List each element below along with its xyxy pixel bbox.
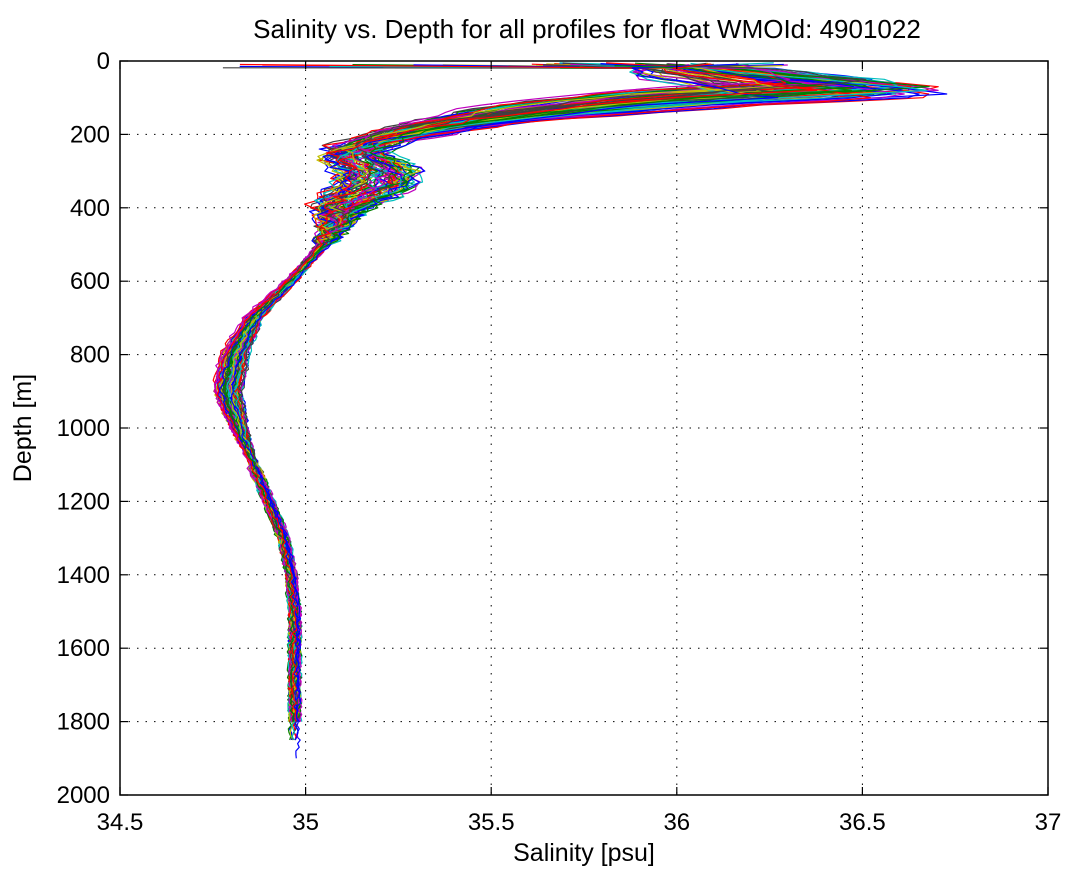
profile-line — [217, 64, 873, 759]
profile-line — [220, 64, 798, 722]
profile-line — [218, 65, 913, 722]
profile-line — [221, 67, 879, 722]
profile-line — [229, 66, 847, 741]
profile-line — [229, 67, 764, 722]
profile-line — [226, 63, 771, 722]
y-tick-label: 1800 — [57, 709, 110, 736]
profile-line — [230, 66, 798, 722]
profile-line — [235, 66, 930, 722]
y-tick-label: 2000 — [57, 782, 110, 809]
y-tick-label: 1200 — [57, 488, 110, 515]
profile-line — [237, 63, 867, 722]
profile-line — [222, 63, 823, 722]
y-tick-label: 200 — [70, 121, 110, 148]
profile-line — [217, 64, 853, 722]
profile-line — [213, 66, 854, 722]
profile-line — [226, 65, 843, 722]
y-tick-label: 1400 — [57, 562, 110, 589]
x-axis: 34.5 35 35.5 36 36.5 37 — [97, 61, 1062, 836]
profile-line — [237, 65, 841, 741]
y-axis-label: Depth [m] — [9, 374, 37, 482]
profile-line — [214, 65, 866, 722]
profile-line — [217, 66, 809, 722]
profile-line — [217, 63, 831, 722]
profile-line — [226, 63, 802, 722]
x-axis-label: Salinity [psu] — [513, 839, 655, 867]
profile-line — [223, 64, 763, 722]
profile-line — [219, 67, 867, 722]
profile-line — [236, 67, 844, 722]
x-tick-label: 37 — [1035, 809, 1062, 836]
y-axis: 0 200 400 600 800 1000 1200 1400 1600 1800 2000 — [57, 48, 1048, 809]
profile-line — [219, 66, 869, 741]
profile-line — [227, 66, 775, 741]
profile-line — [216, 64, 905, 722]
profile-line — [222, 67, 878, 722]
profile-line — [224, 67, 786, 722]
profile-line — [225, 65, 867, 722]
profile-line — [232, 66, 833, 722]
x-tick-label: 35.5 — [468, 809, 515, 836]
profile-line — [219, 64, 798, 722]
profile-line — [229, 67, 774, 722]
profile-line — [219, 63, 785, 722]
x-tick-label: 36.5 — [839, 809, 886, 836]
y-tick-label: 600 — [70, 268, 110, 295]
profile-line — [225, 64, 802, 722]
profile-line — [237, 65, 736, 722]
profile-line — [227, 63, 770, 722]
profile-line — [235, 65, 779, 722]
profile-line — [225, 63, 825, 722]
profile-line — [233, 62, 774, 741]
y-tick-label: 400 — [70, 195, 110, 222]
profile-line — [228, 62, 815, 723]
profile-line — [236, 66, 793, 741]
profile-line — [233, 64, 886, 722]
y-tick-label: 800 — [70, 342, 110, 369]
chart-title: Salinity vs. Depth for all profiles for … — [253, 14, 921, 44]
x-tick-label: 35 — [292, 809, 319, 836]
profile-line — [214, 63, 872, 722]
profile-line — [223, 65, 831, 741]
profile-lines — [212, 62, 948, 759]
y-tick-label: 1000 — [57, 415, 110, 442]
profile-line — [216, 64, 948, 722]
x-tick-label: 34.5 — [97, 809, 144, 836]
x-tick-label: 36 — [663, 809, 690, 836]
profile-line — [216, 63, 818, 722]
profile-line — [231, 65, 802, 722]
profile-line — [226, 64, 795, 722]
profile-line — [219, 67, 920, 722]
y-tick-label: 0 — [97, 48, 110, 75]
profile-line — [214, 64, 905, 722]
profile-line — [219, 66, 826, 722]
profile-line — [227, 63, 800, 722]
profile-line — [232, 62, 757, 722]
grid — [120, 61, 1048, 795]
profile-line — [224, 65, 852, 722]
profile-line — [231, 64, 892, 722]
profile-line — [223, 63, 803, 722]
y-tick-label: 1600 — [57, 635, 110, 662]
profile-line — [225, 64, 784, 722]
profile-line — [235, 64, 808, 722]
profile-line — [230, 63, 779, 741]
plot-frame — [119, 60, 1049, 796]
